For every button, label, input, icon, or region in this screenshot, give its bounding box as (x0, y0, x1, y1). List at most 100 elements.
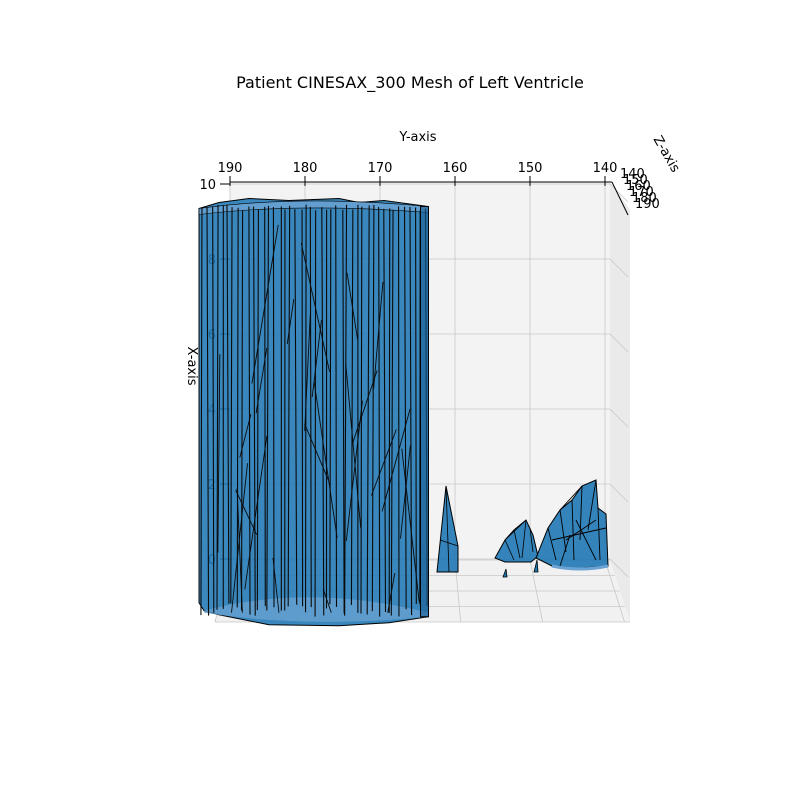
mesh-edge (344, 204, 348, 616)
mesh-edge (371, 429, 397, 496)
z-tick-label: 160 (626, 179, 651, 194)
mesh-main-outline (198, 197, 429, 627)
mesh-edge (304, 423, 330, 481)
mesh-edge (597, 507, 601, 561)
mesh-edge (579, 485, 583, 541)
mesh-edge (272, 206, 275, 608)
mesh-edge (216, 204, 219, 610)
mesh-edge (311, 319, 322, 398)
mesh-edge (309, 206, 312, 608)
mesh-edge (547, 527, 557, 561)
mesh-edge (313, 382, 338, 539)
mesh-edge (206, 207, 210, 616)
z-tick-label: 190 (635, 197, 660, 212)
mesh-edge (304, 309, 312, 431)
mesh-edge (373, 281, 384, 389)
fragment-b-speck (502, 568, 508, 578)
mesh-edge (226, 204, 230, 604)
mesh-edge (504, 519, 527, 541)
side-grid-line (609, 408, 629, 428)
y-axis-label: Y-axis (398, 130, 436, 145)
mesh-edge (571, 499, 575, 561)
mesh-edge (587, 479, 597, 531)
mesh-edge (300, 242, 331, 372)
mesh-main-side (420, 206, 429, 618)
y-tick-label: 190 (218, 161, 243, 176)
mesh-edge (212, 206, 215, 613)
mesh-edge (240, 210, 244, 611)
mesh-edge (401, 448, 420, 603)
x-tick-label: 10 (199, 178, 216, 193)
mesh-edge (342, 209, 345, 614)
side-grid-line (609, 333, 629, 353)
z-tick-label: 140 (620, 167, 645, 182)
mesh-edge (217, 354, 221, 553)
mesh-edge (272, 557, 280, 613)
mesh-edge (301, 209, 304, 607)
mesh-edge (314, 210, 317, 617)
mesh-edge (439, 539, 459, 547)
mesh-edge (409, 207, 413, 616)
mesh-edge (200, 207, 203, 616)
mesh-edge (286, 298, 295, 345)
mesh-edge (371, 205, 375, 612)
mesh-edge (294, 209, 298, 605)
side-grid-line (609, 183, 629, 203)
mesh-edge (381, 408, 411, 512)
side-grid-line (609, 258, 629, 278)
y-tick-label: 140 (593, 161, 618, 176)
mesh-edge (351, 370, 378, 445)
y-tick-label: 180 (293, 161, 318, 176)
mesh-edge (559, 534, 571, 567)
mesh-edge (329, 209, 332, 605)
mesh-edge (415, 207, 417, 605)
chart-title: Patient CINESAX_300 Mesh of Left Ventric… (236, 73, 584, 93)
mesh-edge (390, 209, 394, 616)
mesh-edge (529, 527, 534, 553)
mesh-edge (266, 205, 270, 611)
z-axis-label: Z-axis (650, 133, 683, 175)
mesh-edge (335, 205, 338, 607)
mesh-fragment-a (436, 485, 459, 573)
mesh-edge (239, 413, 252, 458)
mesh-edge (236, 207, 239, 608)
mesh-edge (236, 488, 243, 613)
mesh-edge (256, 209, 259, 611)
mesh-main (198, 197, 429, 627)
z-tick-label: 150 (623, 173, 648, 188)
mesh-edge (287, 205, 291, 607)
mesh-edge (345, 400, 363, 542)
y-tick-label: 160 (443, 161, 468, 176)
mesh-edge (366, 205, 370, 615)
mesh-edge (445, 485, 450, 573)
mesh-edge (388, 208, 391, 613)
z-axis-line (611, 181, 629, 216)
mesh-fragment-c (535, 479, 609, 571)
side-grid-line (609, 483, 629, 503)
mesh-edge (575, 519, 597, 561)
x-axis-label: X-axis (184, 347, 199, 386)
mesh-edge (400, 444, 411, 539)
mesh-surfaces (198, 197, 609, 627)
mesh-edge (252, 206, 256, 616)
y-tick-label: 170 (368, 161, 393, 176)
mesh-edge (504, 539, 515, 561)
mesh-edge (346, 272, 359, 340)
mesh-edge (244, 435, 268, 590)
z-tick-label: 170 (629, 185, 654, 200)
fragment-c-base (551, 564, 609, 571)
y-tick-label: 150 (518, 161, 543, 176)
mesh-edge (345, 362, 362, 528)
fragment-b-speck (533, 559, 539, 573)
z-tick-label: 180 (632, 191, 657, 206)
mesh-edge (383, 208, 387, 613)
mesh-edge (378, 206, 381, 617)
mesh-edge (403, 206, 407, 610)
mesh-edge (322, 588, 332, 613)
mesh-edge (350, 209, 354, 605)
y-axis-ticks: 190 180 170 160 150 140 (218, 161, 618, 186)
mesh-fragment-b (494, 519, 539, 578)
mesh-edge (559, 485, 583, 511)
mesh-edge (513, 529, 521, 559)
